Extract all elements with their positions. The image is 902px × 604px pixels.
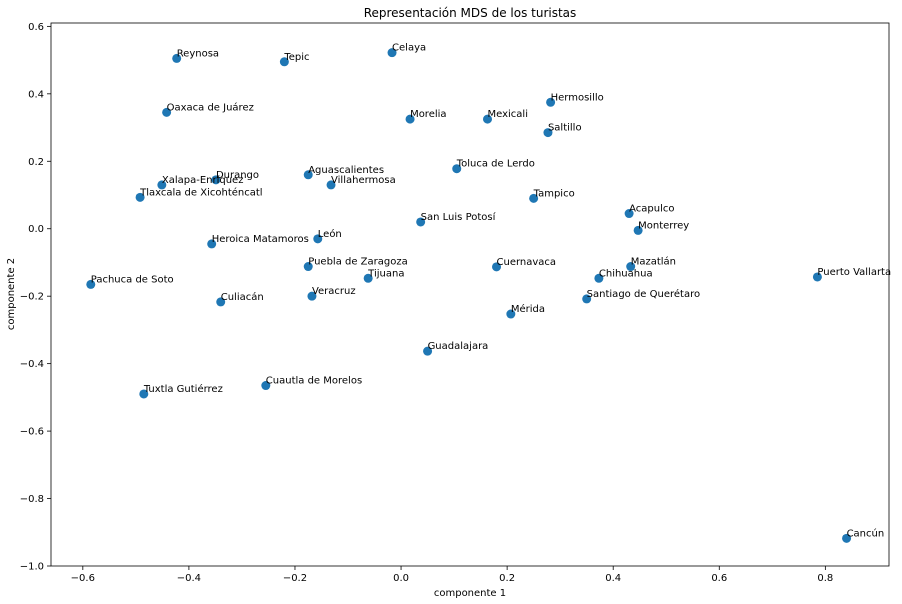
point-label: Mazatlán — [631, 256, 676, 268]
plot-area — [50, 22, 890, 567]
data-point — [303, 262, 313, 272]
point-label: Cuernavaca — [497, 257, 557, 268]
data-point — [594, 273, 604, 283]
point-label: Mexicali — [488, 109, 528, 120]
data-point — [405, 114, 415, 124]
x-axis: −0.6 −0.4 −0.2 0.0 0.2 0.4 0.6 0.8 — [71, 566, 833, 584]
data-point — [626, 262, 636, 272]
point-label: Pachuca de Soto — [91, 274, 174, 285]
point-label: Tlaxcala de Xicohténcatl — [139, 186, 262, 198]
data-point — [582, 294, 592, 304]
x-tick-label: −0.4 — [177, 573, 201, 584]
point-label: Tijuana — [367, 268, 404, 279]
data-point — [172, 53, 182, 63]
y-tick-label: 0.4 — [28, 89, 44, 100]
point-label: Cancún — [847, 527, 885, 539]
data-point — [842, 533, 852, 543]
y-tick-label: −1.0 — [20, 562, 44, 573]
x-tick-label: −0.6 — [71, 573, 95, 584]
point-label: Xalapa-Enríquez — [162, 174, 244, 186]
point-label: Tampico — [533, 188, 575, 199]
data-point — [326, 180, 336, 190]
data-point — [529, 193, 539, 203]
point-label: Reynosa — [177, 48, 219, 59]
point-label: Puebla de Zaragoza — [308, 257, 408, 268]
point-label: Morelia — [410, 109, 446, 120]
data-point — [303, 170, 313, 180]
x-tick-label: 0.6 — [711, 573, 727, 584]
y-tick-label: −0.4 — [20, 359, 44, 370]
data-point — [452, 164, 462, 174]
data-point — [624, 209, 634, 219]
data-point — [207, 239, 217, 249]
x-tick-label: 0.8 — [817, 573, 833, 584]
x-tick-label: 0.2 — [499, 573, 515, 584]
data-point — [162, 107, 172, 117]
point-label: Tepic — [283, 52, 309, 63]
data-point — [492, 262, 502, 272]
data-point — [216, 297, 226, 307]
data-point — [812, 272, 822, 282]
data-point — [633, 225, 643, 235]
point-label: Tuxtla Gutiérrez — [143, 383, 223, 395]
y-tick-label: −0.2 — [20, 292, 44, 303]
point-label: Culiacán — [221, 291, 264, 303]
data-point — [363, 273, 373, 283]
point-label: Saltillo — [548, 123, 582, 134]
data-point — [261, 381, 271, 391]
point-labels: Reynosa Tepic Celaya Hermosillo Oaxaca de Ju… — [91, 43, 891, 540]
point-label: Villahermosa — [331, 175, 396, 186]
point-label: Cuautla de Morelos — [266, 376, 362, 387]
x-tick-label: −0.2 — [283, 573, 307, 584]
point-label: Toluca de Lerdo — [456, 159, 535, 170]
point-label: Mérida — [511, 303, 545, 315]
y-tick-label: 0.0 — [28, 224, 44, 235]
data-point — [387, 48, 397, 58]
point-label: Celaya — [392, 43, 426, 54]
point-label: Guadalajara — [428, 341, 489, 352]
data-point — [279, 57, 289, 67]
point-label: Chihuahua — [599, 268, 653, 279]
point-label: Aguascalientes — [308, 165, 384, 176]
point-label: Veracruz — [312, 286, 356, 297]
point-label: Acapulco — [629, 204, 674, 215]
data-point — [416, 217, 426, 227]
data-point — [86, 279, 96, 289]
point-label: Oaxaca de Juárez — [167, 101, 254, 113]
x-tick-label: 0.0 — [393, 573, 409, 584]
data-point — [543, 128, 553, 138]
y-tick-label: −0.8 — [20, 494, 44, 505]
data-point — [423, 346, 433, 356]
y-tick-label: −0.6 — [20, 427, 44, 438]
x-tick-label: 0.4 — [605, 573, 621, 584]
point-label: Monterrey — [638, 220, 689, 231]
chart-title: Representación MDS de los turistas — [364, 6, 577, 20]
point-label: Durango — [216, 170, 259, 181]
y-tick-label: 0.6 — [28, 22, 44, 33]
y-tick-label: 0.2 — [28, 157, 44, 168]
data-point — [307, 291, 317, 301]
data-point — [483, 114, 493, 124]
data-point — [157, 180, 167, 190]
y-axis-title: componente 2 — [6, 258, 17, 330]
data-point — [135, 192, 145, 202]
point-label: San Luis Potosí — [421, 211, 497, 223]
y-axis: 0.6 0.4 0.2 0.0 −0.2 −0.4 −0.6 −0.8 −1.0 — [20, 22, 51, 573]
data-point — [211, 175, 221, 185]
point-label: Hermosillo — [551, 92, 604, 103]
data-point — [139, 389, 149, 399]
data-point — [546, 97, 556, 107]
point-label: Santiago de Querétaro — [587, 288, 700, 300]
point-label: Heroica Matamoros — [212, 234, 309, 245]
data-points — [86, 48, 852, 543]
point-label: León — [318, 228, 342, 240]
data-point — [506, 309, 516, 319]
data-point — [313, 234, 323, 244]
x-axis-title: componente 1 — [434, 588, 506, 599]
point-label: Puerto Vallarta — [817, 267, 891, 278]
